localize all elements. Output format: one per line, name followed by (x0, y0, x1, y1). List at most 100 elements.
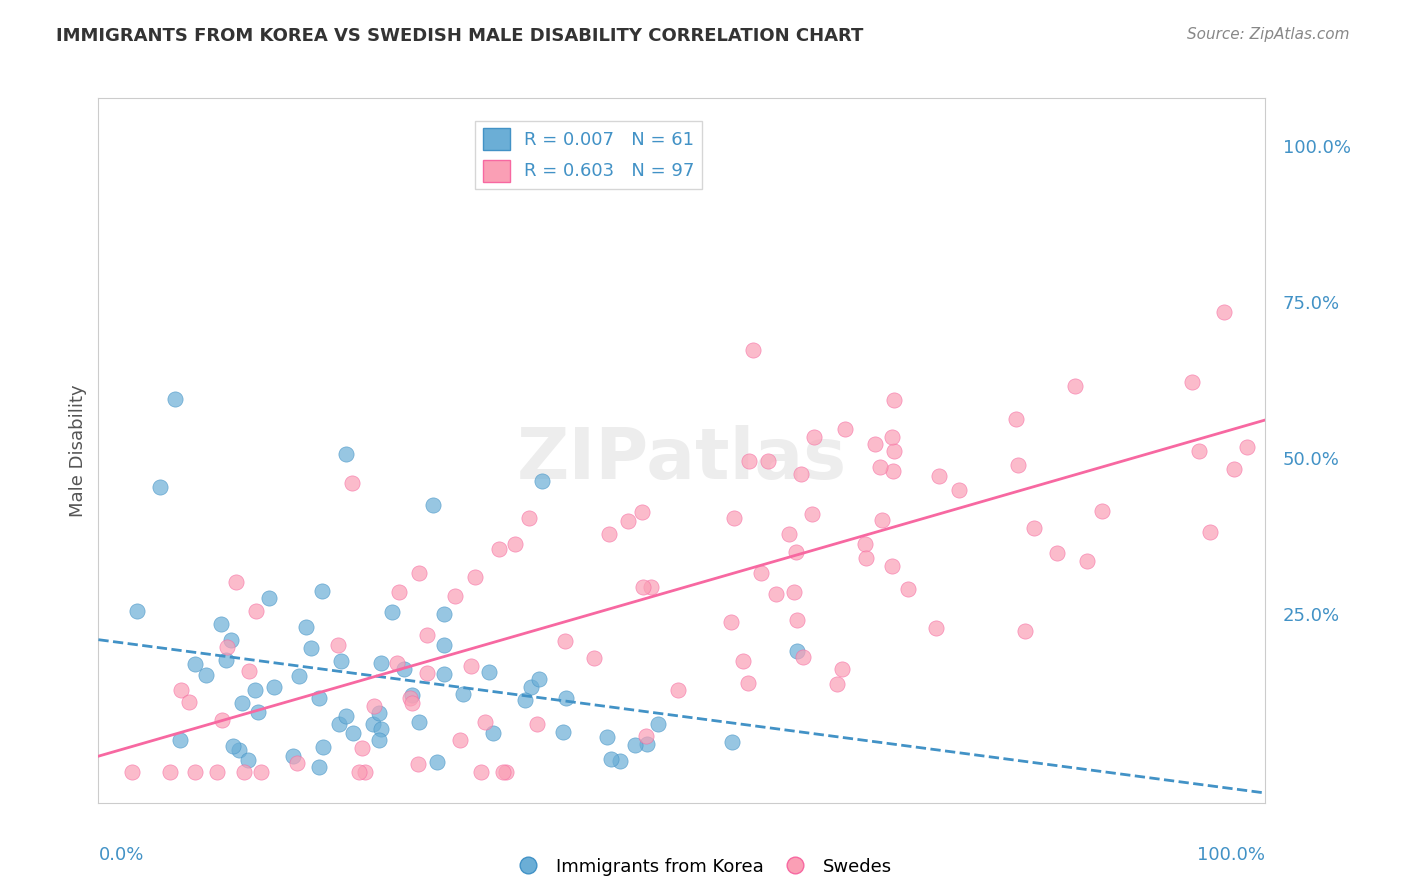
Point (897, 582, 920, 596)
Point (433, 607, 456, 621)
Point (634, 729, 657, 743)
Point (225, 575, 247, 590)
Point (738, 454, 761, 468)
Point (177, 696, 200, 710)
Point (464, 570, 486, 584)
Point (855, 536, 877, 550)
Point (328, 716, 350, 731)
Point (387, 657, 409, 671)
Point (416, 628, 439, 642)
Point (449, 733, 471, 747)
Point (801, 507, 824, 521)
Point (388, 585, 411, 599)
Point (363, 699, 385, 714)
Text: 100.0%: 100.0% (1282, 139, 1351, 157)
Point (350, 741, 373, 756)
Point (1064, 379, 1087, 393)
Point (883, 444, 905, 458)
Point (647, 716, 669, 731)
Point (460, 659, 482, 673)
Point (723, 511, 745, 525)
Text: 75.0%: 75.0% (1282, 295, 1340, 313)
Point (551, 725, 574, 739)
Point (335, 709, 357, 723)
Point (401, 688, 423, 702)
Point (737, 676, 759, 690)
Point (125, 604, 148, 618)
Point (785, 545, 807, 559)
Point (554, 634, 576, 648)
Point (222, 739, 245, 753)
Point (232, 764, 254, 779)
Point (285, 756, 308, 771)
Point (863, 437, 886, 451)
Point (219, 632, 242, 647)
Point (263, 680, 285, 694)
Point (211, 713, 233, 727)
Point (488, 542, 510, 557)
Point (308, 690, 330, 705)
Text: 100.0%: 100.0% (1198, 847, 1265, 864)
Point (519, 511, 541, 525)
Point (416, 665, 439, 680)
Point (720, 615, 742, 629)
Point (326, 638, 349, 652)
Point (765, 587, 787, 601)
Point (443, 589, 465, 603)
Text: Source: ZipAtlas.com: Source: ZipAtlas.com (1187, 27, 1350, 42)
Point (209, 617, 232, 632)
Text: 25.0%: 25.0% (1282, 607, 1340, 624)
Point (749, 566, 772, 580)
Point (231, 696, 253, 710)
Point (925, 621, 948, 635)
Point (370, 656, 392, 670)
Point (786, 614, 808, 628)
Point (184, 764, 207, 779)
Point (503, 536, 526, 550)
Point (195, 667, 218, 681)
Legend: Immigrants from Korea, Swedes: Immigrants from Korea, Swedes (506, 851, 900, 883)
Point (778, 527, 800, 541)
Point (1076, 554, 1098, 568)
Point (880, 430, 903, 444)
Point (1236, 440, 1258, 454)
Point (312, 740, 335, 755)
Point (636, 737, 658, 751)
Point (640, 580, 662, 594)
Point (555, 691, 578, 706)
Point (347, 764, 370, 779)
Point (617, 515, 640, 529)
Legend: R = 0.007   N = 61, R = 0.603   N = 97: R = 0.007 N = 61, R = 0.603 N = 97 (475, 121, 702, 189)
Text: 50.0%: 50.0% (1282, 450, 1340, 469)
Point (880, 559, 903, 574)
Point (1181, 376, 1204, 390)
Point (1199, 524, 1222, 539)
Point (786, 644, 808, 658)
Point (361, 716, 384, 731)
Point (368, 706, 391, 721)
Point (399, 691, 422, 706)
Point (311, 583, 333, 598)
Point (330, 654, 353, 668)
Point (721, 735, 744, 749)
Point (422, 499, 444, 513)
Point (294, 619, 316, 633)
Point (299, 641, 322, 656)
Point (1188, 443, 1211, 458)
Point (217, 640, 239, 654)
Point (1046, 546, 1069, 560)
Point (1213, 304, 1236, 318)
Point (308, 759, 330, 773)
Point (228, 742, 250, 756)
Point (882, 464, 904, 478)
Point (481, 726, 503, 740)
Point (354, 764, 377, 779)
Point (474, 715, 496, 730)
Point (433, 667, 456, 681)
Point (731, 655, 754, 669)
Point (408, 714, 430, 729)
Point (165, 392, 187, 406)
Point (883, 392, 905, 407)
Point (247, 705, 270, 719)
Point (834, 422, 856, 436)
